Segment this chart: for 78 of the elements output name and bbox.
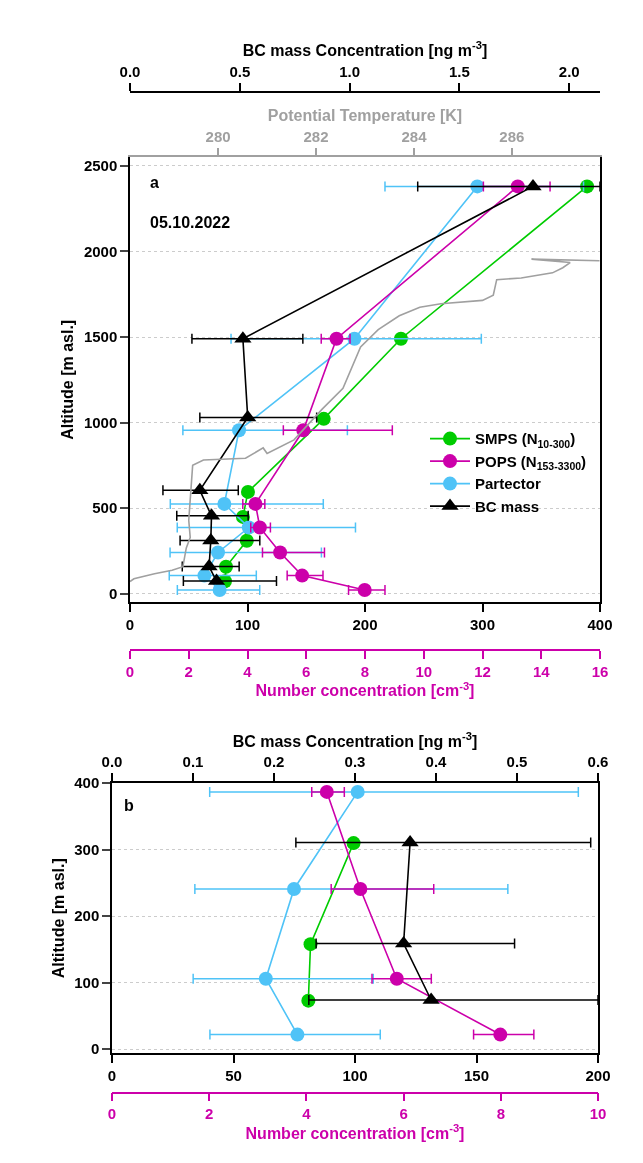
point <box>287 881 302 896</box>
x-tick-label: 200 <box>585 1066 611 1084</box>
x-tick-label: 2.0 <box>558 63 580 81</box>
x-tick-label: 0 <box>125 616 135 634</box>
legend-label: Partector <box>475 475 542 493</box>
x-axis-title: BC mass Concentration [ng m$^{-3}$] <box>232 730 478 750</box>
y-tick-label: 2000 <box>83 242 118 260</box>
x2-tick-label: 10 <box>415 662 433 680</box>
x-tick-label: 0.4 <box>425 753 448 771</box>
x2-tick-label: 284 <box>401 127 428 145</box>
x-tick-label: 0.5 <box>506 753 528 771</box>
x-tick-label: 0.6 <box>587 753 609 771</box>
x-tick-label: 50 <box>225 1066 242 1084</box>
x2-tick-label: 16 <box>591 662 609 680</box>
y-tick-label: 1500 <box>83 328 118 346</box>
point <box>212 582 227 597</box>
y-axis-title: Altitude [m asl.] <box>49 858 67 979</box>
x2-tick-label: 280 <box>205 127 231 145</box>
y-tick-label: 100 <box>74 973 100 991</box>
annotation: 05.10.2022 <box>150 214 231 231</box>
point <box>524 178 542 191</box>
x2-tick-label: 282 <box>303 127 329 145</box>
x-tick-label: 1.0 <box>339 63 361 81</box>
point <box>219 559 233 574</box>
x-tick-label: 100 <box>234 616 261 634</box>
x2-tick-label: 6 <box>399 1105 408 1123</box>
y-tick-label: 0 <box>108 584 118 602</box>
point <box>217 496 232 511</box>
x-tick-label: 0.2 <box>263 753 285 771</box>
x-tick-label: 0.5 <box>229 63 251 81</box>
x-axis-title: Number concentration [cm$^{-3}$] <box>255 679 475 700</box>
x-tick-label: 0.3 <box>344 753 366 771</box>
legend-label: SMPS (N$_{10-300}$) <box>475 430 576 450</box>
point <box>191 482 209 495</box>
y-tick-label: 400 <box>74 774 100 792</box>
legend-label: POPS (N$_{153-3300}$) <box>475 452 587 473</box>
point <box>211 545 226 560</box>
x2-tick-label: 8 <box>360 662 370 680</box>
legend-label: BC mass <box>475 497 540 515</box>
x2-tick-label: 8 <box>496 1105 505 1123</box>
x2-axis-title: Potential Temperature [K] <box>267 106 463 124</box>
x2-tick-label: 2 <box>184 662 193 680</box>
y-tick-label: 1000 <box>83 413 118 431</box>
x2-tick-label: 4 <box>243 662 253 680</box>
y-tick-label: 200 <box>74 907 100 925</box>
point <box>346 836 361 851</box>
y-tick-label: 300 <box>74 840 100 858</box>
point <box>239 409 257 422</box>
x2-tick-label: 10 <box>589 1105 607 1123</box>
x2-tick-label: 6 <box>302 662 311 680</box>
x-tick-label: 0.0 <box>119 63 141 81</box>
point <box>240 484 255 499</box>
point <box>350 784 365 799</box>
annotation: b <box>124 797 134 814</box>
x2-tick-label: 14 <box>532 662 551 680</box>
x2-tick-label: 4 <box>302 1105 312 1123</box>
point <box>316 411 331 426</box>
x-tick-label: 400 <box>587 616 613 634</box>
y-tick-label: 0 <box>90 1040 100 1058</box>
x2-tick-label: 12 <box>474 662 491 680</box>
point <box>258 971 273 986</box>
x-tick-label: 150 <box>463 1066 490 1084</box>
x-tick-label: 0.0 <box>101 753 123 771</box>
y-tick-label: 500 <box>92 499 118 517</box>
x-tick-label: 1.5 <box>449 63 470 81</box>
annotation: a <box>150 174 159 191</box>
x2-tick-label: 0 <box>125 662 135 680</box>
y-axis-title: Altitude [m asl.] <box>59 319 77 440</box>
x2-tick-label: 286 <box>499 127 525 145</box>
y-tick-label: 2500 <box>83 157 118 175</box>
x-axis-title: Number concentration [cm$^{-3}$] <box>245 1122 465 1143</box>
x-tick-label: 0.1 <box>182 753 204 771</box>
x-tick-label: 100 <box>342 1066 368 1084</box>
x-tick-label: 200 <box>352 616 378 634</box>
point <box>290 1027 305 1042</box>
x-axis-title: BC mass Concentration [ng m$^{-3}$] <box>242 38 488 59</box>
x-tick-label: 300 <box>469 616 496 634</box>
x2-tick-label: 2 <box>205 1105 214 1123</box>
